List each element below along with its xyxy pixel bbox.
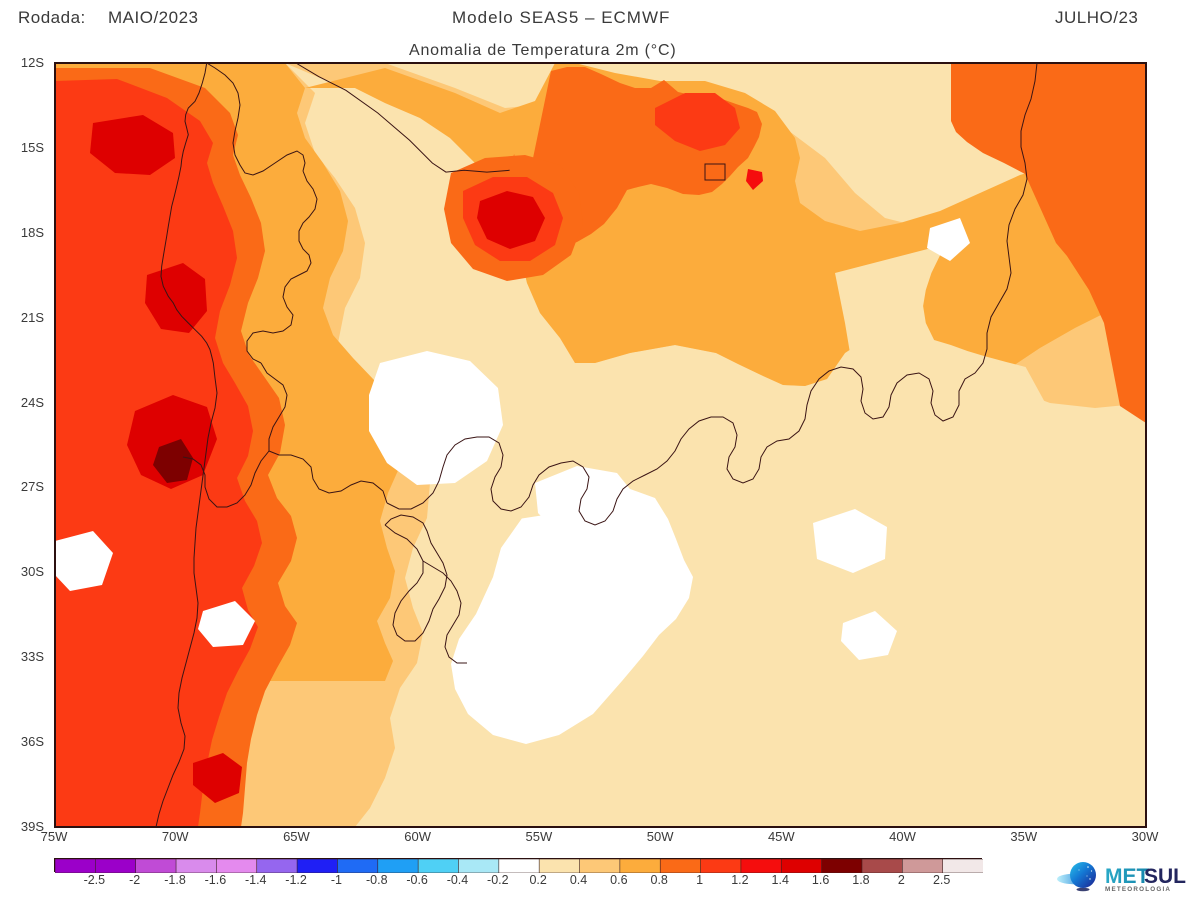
svg-text:SUL: SUL	[1144, 865, 1186, 888]
svg-text:METEOROLOGIA: METEOROLOGIA	[1105, 886, 1171, 893]
svg-text:MET: MET	[1105, 865, 1150, 888]
